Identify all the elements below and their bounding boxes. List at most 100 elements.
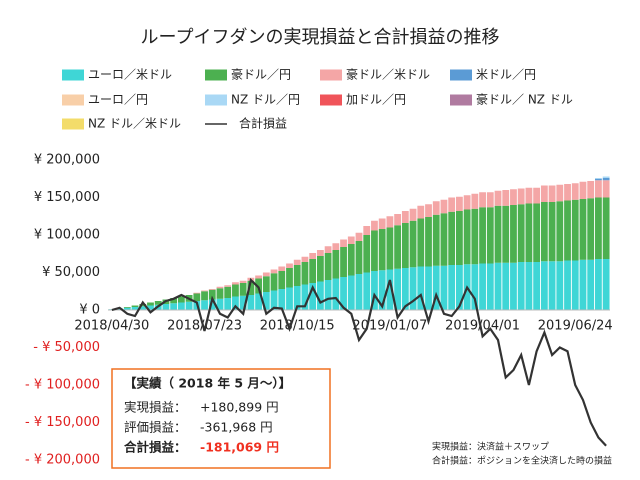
- bar: [533, 203, 541, 262]
- bar: [571, 260, 579, 310]
- legend-label: ユーロ／米ドル: [88, 68, 172, 82]
- bar: [386, 227, 394, 270]
- bar: [224, 298, 232, 310]
- bar: [378, 270, 386, 310]
- bar: [548, 202, 556, 262]
- bar: [510, 189, 517, 205]
- bar: [587, 181, 595, 199]
- legend-swatch: [205, 69, 227, 81]
- bar: [216, 298, 224, 310]
- bar: [517, 262, 525, 310]
- bar: [440, 213, 448, 266]
- bar: [247, 295, 255, 310]
- bar: [432, 214, 440, 266]
- bar: [602, 178, 610, 181]
- bar: [270, 290, 278, 310]
- bar: [309, 253, 317, 259]
- bar: [286, 287, 293, 310]
- chart-title: ループイフダンの実現損益と合計損益の推移: [141, 27, 500, 48]
- bar: [595, 259, 602, 310]
- summary-value: -181,069 円: [200, 440, 279, 455]
- summary-value: -361,968 円: [200, 420, 273, 435]
- bar: [332, 250, 340, 279]
- bar: [525, 203, 533, 262]
- y-tick-label: - ¥ 50,000: [33, 340, 100, 355]
- bar: [409, 208, 417, 221]
- bar: [564, 184, 571, 201]
- bar: [401, 268, 409, 310]
- bar: [571, 183, 579, 200]
- legend-swatch: [205, 94, 227, 106]
- bar: [595, 178, 602, 179]
- bar: [255, 275, 262, 279]
- bar: [463, 195, 471, 210]
- bar: [587, 198, 595, 260]
- bar: [479, 192, 486, 208]
- bar: [432, 265, 440, 310]
- bar: [193, 293, 201, 301]
- x-tick-label: 2018/07/23: [167, 319, 242, 334]
- bar: [131, 307, 139, 310]
- bar: [494, 205, 502, 263]
- bar: [332, 243, 340, 250]
- legend-label: 豪ドル／米ドル: [346, 67, 430, 82]
- bar: [525, 187, 533, 204]
- summary-label: 実現損益：: [124, 400, 187, 415]
- bar: [270, 269, 278, 274]
- bar: [556, 201, 564, 262]
- y-tick-label: ¥ 100,000: [34, 228, 100, 243]
- bar: [201, 291, 208, 301]
- bar: [510, 205, 517, 263]
- bar: [595, 180, 602, 198]
- bar: [394, 268, 402, 310]
- bar: [270, 273, 278, 291]
- x-tick-label: 2019/01/07: [352, 319, 427, 334]
- legend-label: NZ ドル／米ドル: [88, 117, 181, 131]
- bar: [316, 256, 324, 282]
- bar: [440, 265, 448, 310]
- bar: [486, 207, 494, 264]
- legend-swatch: [62, 94, 84, 106]
- bar: [417, 266, 425, 310]
- bar: [440, 199, 448, 214]
- bar: [139, 304, 147, 307]
- bar: [363, 235, 371, 273]
- bar: [239, 280, 247, 283]
- bar: [123, 307, 131, 308]
- legend-swatch: [320, 69, 342, 81]
- bar: [216, 288, 224, 299]
- summary-box: [111, 368, 331, 469]
- bar: [409, 220, 417, 268]
- legend-swatch: [62, 118, 84, 130]
- bar: [208, 289, 216, 290]
- bar: [409, 267, 417, 310]
- bar: [602, 259, 610, 310]
- bar: [177, 302, 185, 310]
- bar: [278, 266, 286, 271]
- bar: [293, 265, 301, 286]
- bar: [595, 197, 602, 259]
- bar: [154, 301, 162, 305]
- bar: [540, 261, 548, 310]
- bar: [332, 278, 340, 310]
- bar: [579, 259, 587, 310]
- bar: [224, 286, 232, 298]
- bar: [278, 289, 286, 310]
- bar: [262, 276, 270, 292]
- bar: [147, 302, 154, 306]
- bar: [425, 217, 432, 267]
- line: [111, 277, 607, 447]
- bar: [471, 193, 479, 209]
- bar: [201, 300, 208, 310]
- bar: [525, 262, 533, 310]
- y-tick-label: ¥ 150,000: [34, 190, 100, 205]
- bar: [517, 188, 525, 205]
- bar: [571, 199, 579, 261]
- bar: [293, 286, 301, 310]
- bar: [201, 290, 208, 292]
- bar: [224, 285, 232, 287]
- bar: [208, 289, 216, 300]
- legend-swatch: [450, 94, 472, 106]
- bar: [255, 293, 262, 310]
